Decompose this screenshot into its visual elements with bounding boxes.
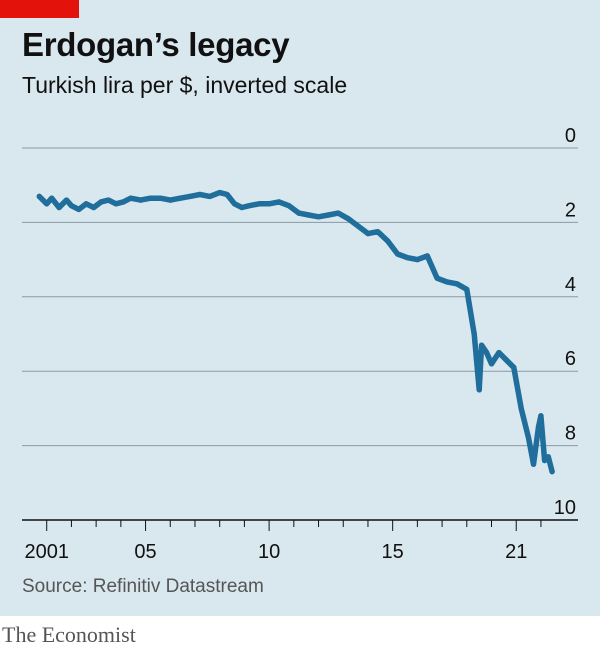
data-point xyxy=(177,195,183,201)
data-point xyxy=(306,212,312,218)
data-point xyxy=(224,191,230,198)
data-point xyxy=(434,275,440,281)
data-point xyxy=(147,195,154,201)
data-point xyxy=(488,361,495,367)
data-point xyxy=(365,231,371,237)
data-point xyxy=(286,203,292,209)
y-tick-label: 2 xyxy=(565,199,576,221)
data-point xyxy=(44,201,50,207)
data-point xyxy=(296,210,302,216)
data-point xyxy=(538,413,544,419)
data-point xyxy=(217,190,223,196)
data-point xyxy=(335,210,341,216)
series-layer xyxy=(36,189,555,475)
data-point xyxy=(128,195,134,201)
tick-labels: 0 2 4 6 8 10 2001 05 10 15 21 xyxy=(24,125,576,563)
data-point xyxy=(187,193,193,199)
data-point xyxy=(36,193,42,199)
data-point xyxy=(526,435,532,441)
brand-logo-text: The Economist xyxy=(2,622,136,647)
y-tick-label: 8 xyxy=(565,423,576,445)
x-tick-label: 21 xyxy=(505,541,527,563)
data-point xyxy=(395,251,401,257)
data-point xyxy=(375,229,381,235)
x-tick-label: 05 xyxy=(134,541,156,563)
data-point xyxy=(404,255,411,261)
data-point xyxy=(345,216,351,222)
x-axis xyxy=(22,519,578,531)
data-point xyxy=(542,457,548,464)
data-point xyxy=(549,469,555,475)
y-tick-label: 6 xyxy=(565,348,576,370)
data-point xyxy=(545,454,551,460)
data-point xyxy=(484,350,490,356)
data-point xyxy=(68,203,74,209)
data-point xyxy=(276,199,282,205)
data-point xyxy=(239,204,245,211)
chart-panel xyxy=(0,0,600,616)
data-point xyxy=(98,199,104,205)
data-point xyxy=(511,364,517,371)
data-point xyxy=(414,257,420,263)
data-point xyxy=(444,279,450,285)
data-point xyxy=(266,201,272,207)
source-note: Source: Refinitiv Datastream xyxy=(22,576,264,597)
data-point xyxy=(207,193,213,199)
grid-lines xyxy=(22,147,578,447)
data-point xyxy=(355,223,361,229)
data-point xyxy=(105,197,112,203)
data-point xyxy=(167,197,173,203)
data-point xyxy=(315,214,322,220)
y-tick-label: 10 xyxy=(554,497,576,519)
data-point xyxy=(530,461,537,467)
x-tick-label: 2001 xyxy=(24,541,69,563)
data-point xyxy=(157,195,163,201)
y-tick-label: 0 xyxy=(565,125,576,147)
data-point xyxy=(424,253,430,259)
x-tick-label: 15 xyxy=(382,541,404,563)
data-point xyxy=(83,201,89,207)
data-point xyxy=(120,199,126,205)
data-point xyxy=(197,191,203,198)
data-point xyxy=(496,350,502,356)
data-point xyxy=(76,206,82,212)
data-point xyxy=(138,197,144,203)
data-point xyxy=(91,204,97,211)
data-point xyxy=(385,238,391,244)
data-point xyxy=(231,201,238,207)
data-point xyxy=(56,204,62,211)
data-point xyxy=(246,203,252,209)
y-tick-label: 4 xyxy=(565,274,576,296)
data-point xyxy=(471,331,477,337)
data-point xyxy=(63,197,70,203)
data-point xyxy=(256,201,262,207)
chart-title: Erdogan’s legacy xyxy=(22,26,290,63)
data-point xyxy=(113,201,119,207)
data-point xyxy=(479,342,485,348)
line-chart: 0 2 4 6 8 10 2001 05 10 15 21 xyxy=(22,125,578,563)
data-point xyxy=(325,212,331,218)
data-point xyxy=(454,281,460,287)
data-point xyxy=(464,286,470,292)
data-point xyxy=(49,195,55,201)
accent-tag xyxy=(0,0,79,18)
data-point xyxy=(535,424,542,430)
data-point xyxy=(476,387,482,393)
chart-subtitle: Turkish lira per $, inverted scale xyxy=(22,72,348,98)
data-point xyxy=(518,405,524,411)
data-point xyxy=(503,357,509,363)
x-tick-label: 10 xyxy=(258,541,280,563)
